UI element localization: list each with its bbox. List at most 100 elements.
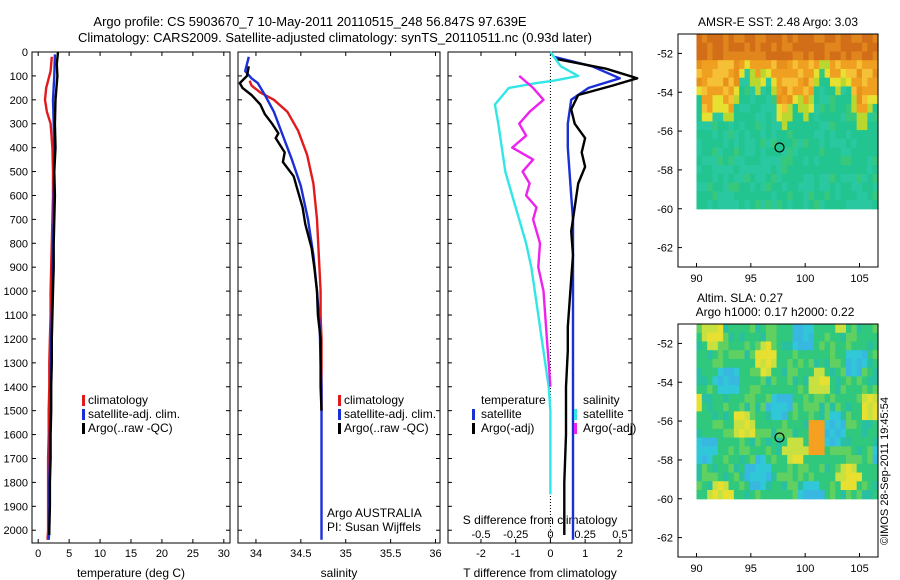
heatmap-cell [835,68,842,79]
heatmap-cell [861,182,868,192]
heatmap-cell [744,341,751,351]
map-frame [677,33,879,268]
heatmap-cell [808,411,815,421]
heatmap-cell [824,393,831,404]
heatmap-cell [787,358,794,369]
heatmap-cell [771,481,778,491]
heatmap-cell [755,490,762,500]
heatmap-cell [749,60,756,70]
heatmap-cell [824,350,831,360]
heatmap-cell [861,358,868,369]
heatmap-cell [723,428,730,439]
heatmap-cell [851,138,858,149]
heatmap-cell [787,95,794,105]
heatmap-cell [765,173,772,184]
heatmap-cell [803,165,810,175]
heatmap-cell [787,165,794,175]
heatmap-cell [771,324,778,334]
heatmap-cell [739,86,746,96]
heatmap-cell [781,402,788,412]
heatmap-cell [696,86,703,96]
heatmap-cell [765,324,772,334]
heatmap-cell [739,463,746,474]
heatmap-cell [797,472,804,482]
heatmap-cell [712,138,719,149]
heatmap-cell [861,324,868,334]
heatmap-cell [835,156,842,166]
heatmap-cell [739,350,746,360]
heatmap-cell [781,51,788,61]
heatmap-cell [803,411,810,421]
heatmap-cell [845,385,852,395]
heatmap-cell [781,324,788,334]
x-tick-label: -1 [511,548,521,560]
heatmap-cell [707,86,714,96]
heatmap-cell [808,437,815,447]
heatmap-cell [787,173,794,184]
heatmap-cell [787,68,794,79]
heatmap-cell [712,182,719,192]
heatmap-cell [712,411,719,421]
heatmap-cell [819,182,826,192]
heatmap-cell [739,455,746,465]
heatmap-cell [829,191,836,201]
heatmap-cell [872,428,879,439]
heatmap-cell [771,376,778,386]
heatmap-cell [845,34,852,44]
heatmap-cell [701,420,708,430]
heatmap-cell [744,324,751,334]
heatmap-cell [739,42,746,53]
heatmap-cell [765,156,772,166]
heatmap-cell [845,490,852,500]
heatmap-cell [760,402,767,412]
heatmap-cell [819,472,826,482]
heatmap-cell [733,472,740,482]
heatmap-cell [803,385,810,395]
heatmap-cell [712,428,719,439]
heatmap-cell [808,200,815,210]
heatmap-cell [787,103,794,114]
heatmap-cell [712,51,719,61]
heatmap-cell [760,103,767,114]
heatmap-cell [872,490,879,500]
heatmap-cell [717,376,724,386]
heatmap-cell [755,147,762,157]
heatmap-cell [701,437,708,447]
heatmap-cell [781,490,788,500]
heatmap-cell [776,121,783,131]
heatmap-cell [733,42,740,53]
heatmap-cell [728,68,735,79]
heatmap-cell [739,51,746,61]
heatmap-cell [781,350,788,360]
heatmap-cell [707,324,714,334]
heatmap-cell [835,437,842,447]
heatmap-cell [733,77,740,88]
heatmap-cell [813,393,820,404]
heatmap-cell [787,121,794,131]
heatmap-cell [819,420,826,430]
heatmap-cell [776,77,783,88]
heatmap-cell [712,103,719,114]
heatmap-cell [749,446,756,456]
heatmap-cell [819,121,826,131]
heatmap-cell [829,86,836,96]
heatmap-cell [797,42,804,53]
heatmap-cell [781,341,788,351]
heatmap-cell [739,130,746,140]
legend-swatch-argo [338,423,341,434]
heatmap-cell [701,173,708,184]
heatmap-cell [771,60,778,70]
heatmap-cell [851,112,858,122]
heatmap-cell [723,147,730,157]
heatmap-cell [867,428,874,439]
heatmap-cell [755,324,762,334]
heatmap-cell [765,121,772,131]
heatmap-cell [771,428,778,439]
heatmap-cell [723,191,730,201]
heatmap-cell [717,324,724,334]
heatmap-cell [872,385,879,395]
heatmap-cell [744,420,751,430]
annotation-argo-program: Argo AUSTRALIA [327,506,422,520]
heatmap-cell [824,165,831,175]
heatmap-cell [696,42,703,53]
